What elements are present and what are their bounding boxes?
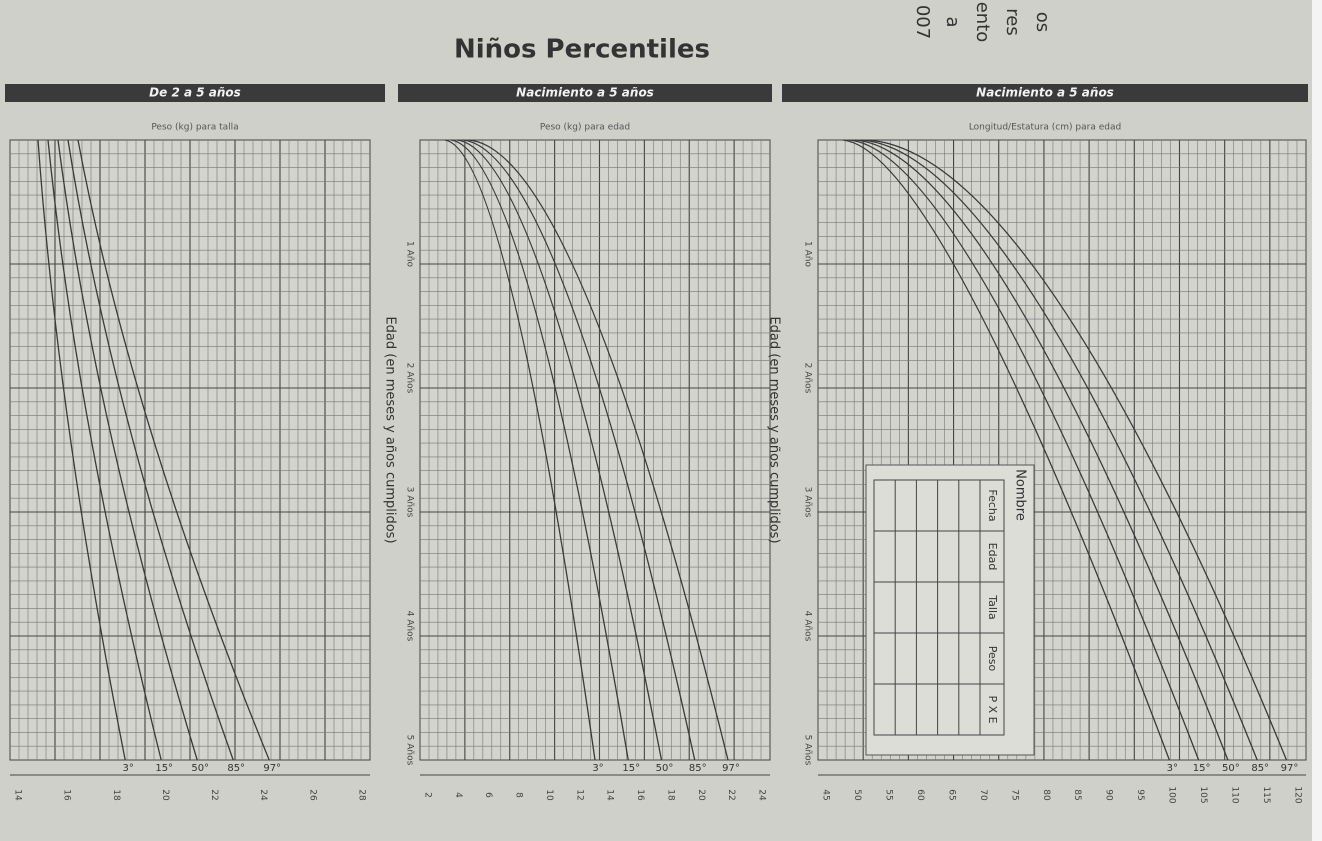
percentile-label: 3° — [1167, 763, 1178, 774]
bottom-tick-label: 90 — [1104, 789, 1114, 801]
bottom-tick-label: 14 — [605, 789, 615, 801]
bottom-tick-label: 95 — [1135, 789, 1145, 800]
age-label: 3 Años — [803, 487, 813, 518]
bottom-tick-label: 16 — [635, 789, 645, 801]
percentile-label: 97° — [1281, 763, 1299, 774]
page: Niños Percentiles {"title": "Niños Perce… — [0, 0, 1322, 841]
corner-text: a — [942, 16, 963, 27]
percentile-label: 50° — [191, 763, 209, 774]
page-title: Niños Percentiles — [454, 35, 710, 65]
side-label: Edad (en meses y años cumplidos) — [383, 316, 398, 543]
bottom-tick-label: 4 — [453, 792, 463, 798]
bottom-tick-label: 22 — [209, 789, 219, 800]
bottom-tick-label: 110 — [1230, 786, 1240, 803]
age-label: 1 Año — [803, 241, 813, 267]
edge — [1312, 0, 1322, 841]
bottom-tick-label: 100 — [1167, 786, 1177, 803]
bottom-tick-label: 120 — [1293, 786, 1303, 803]
age-label: 2 Años — [405, 363, 415, 394]
percentile-label: 85° — [227, 763, 245, 774]
percentile-label: 97° — [722, 763, 740, 774]
bottom-tick-label: 45 — [821, 789, 831, 800]
bottom-tick-label: 6 — [483, 792, 493, 798]
percentile-label: 3° — [123, 763, 134, 774]
percentile-label: 50° — [656, 763, 674, 774]
bottom-tick-label: 75 — [1009, 789, 1019, 800]
bottom-tick-label: 105 — [1198, 786, 1208, 803]
bottom-tick-label: 18 — [665, 789, 675, 801]
chart-panel: De 2 a 5 años Peso (kg) para talla 3° 15° 50… — [5, 84, 385, 801]
bottom-tick-label: 26 — [307, 789, 317, 801]
chart-panel: Nacimiento a 5 años Longitud/Estatura (cm… — [767, 84, 1309, 804]
form-column-header: Peso — [986, 646, 999, 672]
panel-header: Nacimiento a 5 años — [976, 86, 1114, 100]
corner-text: os — [1032, 12, 1053, 32]
form-column-header: P X E — [986, 695, 999, 723]
bottom-tick-label: 12 — [574, 789, 584, 800]
bottom-tick-label: 22 — [726, 789, 736, 800]
bottom-tick-label: 28 — [357, 789, 367, 801]
bottom-tick-label: 50 — [852, 789, 862, 801]
panel-subtitle: Peso (kg) para edad — [540, 123, 630, 133]
bottom-tick-label: 80 — [1041, 789, 1051, 801]
page-body: Niños Percentiles 007 aentoresos De 2 a 5 … — [0, 0, 1322, 841]
percentile-label: 85° — [689, 763, 707, 774]
grid-area — [420, 140, 770, 760]
chart-panel: Nacimiento a 5 años Peso (kg) para edad 3°… — [383, 84, 773, 801]
bottom-tick-label: 10 — [544, 789, 554, 801]
bottom-tick-label: 20 — [696, 789, 706, 801]
bottom-tick-label: 18 — [111, 789, 121, 801]
age-label: 3 Años — [405, 487, 415, 518]
percentile-label: 50° — [1222, 763, 1240, 774]
bottom-tick-label: 14 — [13, 789, 23, 801]
percentile-label: 97° — [263, 763, 281, 774]
form-column-header: Talla — [986, 594, 999, 620]
bottom-tick-label: 60 — [915, 789, 925, 801]
age-label: 5 Años — [405, 735, 415, 766]
percentile-label: 15° — [622, 763, 640, 774]
form-title: Nombre — [1013, 469, 1028, 521]
age-label: 4 Años — [803, 611, 813, 642]
bottom-tick-label: 24 — [258, 789, 268, 801]
bottom-tick-label: 8 — [514, 792, 524, 798]
bottom-tick-label: 2 — [423, 792, 433, 798]
form-column-header: Edad — [986, 543, 999, 571]
bottom-tick-label: 65 — [946, 789, 956, 800]
age-label: 4 Años — [405, 611, 415, 642]
panel-header: Nacimiento a 5 años — [516, 86, 654, 100]
bottom-tick-label: 85 — [1072, 789, 1082, 800]
corner-text: 007 — [912, 5, 933, 39]
percentile-label: 85° — [1251, 763, 1269, 774]
bottom-tick-label: 20 — [160, 789, 170, 801]
age-label: 2 Años — [803, 363, 813, 394]
panel-subtitle: Peso (kg) para talla — [151, 123, 238, 133]
bottom-tick-label: 16 — [62, 789, 72, 801]
age-label: 5 Años — [803, 735, 813, 766]
growth-chart-sheet: Niños Percentiles 007 aentoresos De 2 a 5 … — [0, 0, 1322, 841]
form-column-header: Fecha — [986, 489, 999, 521]
corner-text: ento — [972, 2, 993, 43]
percentile-label: 3° — [592, 763, 603, 774]
bottom-tick-label: 70 — [978, 789, 988, 801]
side-label: Edad (en meses y años cumplidos) — [767, 316, 782, 543]
panel-subtitle: Longitud/Estatura (cm) para edad — [969, 123, 1121, 133]
bottom-tick-label: 115 — [1261, 786, 1271, 803]
bottom-tick-label: 55 — [883, 789, 893, 800]
age-label: 1 Año — [405, 241, 415, 267]
panel-header: De 2 a 5 años — [149, 86, 241, 100]
corner-text: res — [1002, 8, 1023, 35]
percentile-label: 15° — [1193, 763, 1211, 774]
bottom-tick-label: 24 — [757, 789, 767, 801]
percentile-label: 15° — [155, 763, 173, 774]
form-box — [866, 465, 1034, 755]
